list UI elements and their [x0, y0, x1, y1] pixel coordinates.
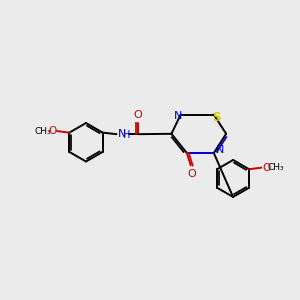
- Text: S: S: [212, 111, 220, 124]
- Text: H: H: [123, 130, 130, 140]
- Text: N: N: [173, 112, 182, 122]
- Text: N: N: [216, 145, 224, 155]
- Text: CH₃: CH₃: [35, 128, 52, 136]
- Text: CH₃: CH₃: [268, 163, 284, 172]
- Text: O: O: [262, 163, 270, 173]
- Text: O: O: [187, 169, 196, 179]
- Text: N: N: [118, 129, 126, 139]
- Text: O: O: [134, 110, 142, 120]
- Text: O: O: [48, 126, 56, 136]
